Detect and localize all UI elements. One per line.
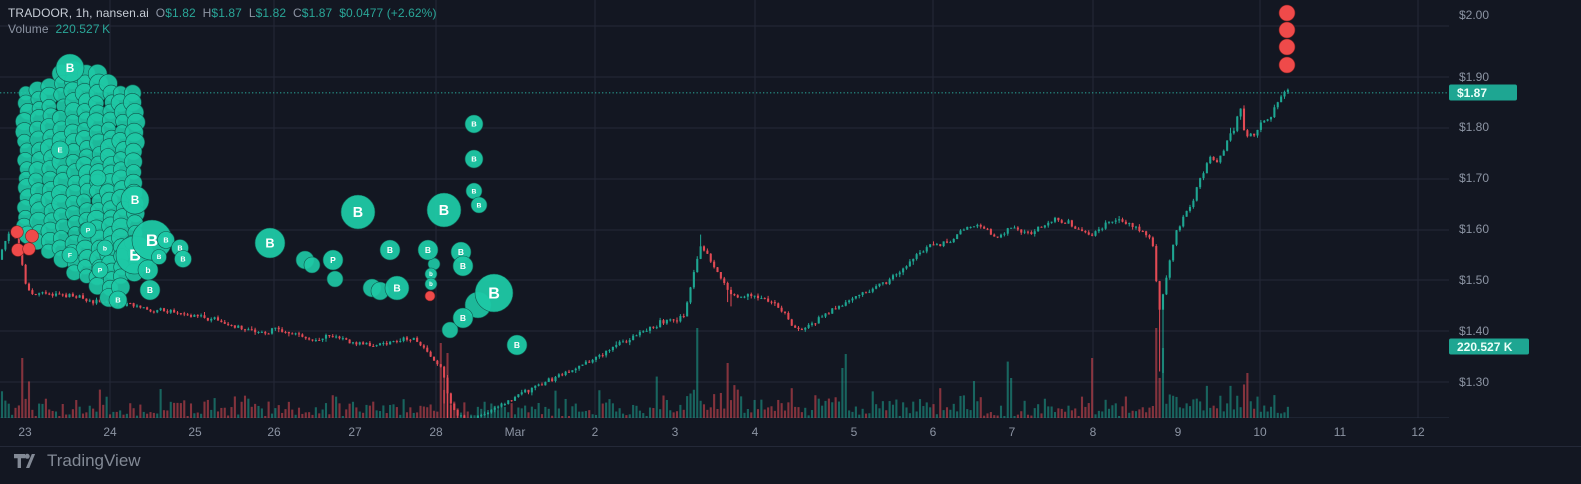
svg-text:220.527 K: 220.527 K: [1457, 340, 1513, 354]
svg-text:B: B: [180, 255, 185, 264]
svg-text:b: b: [429, 272, 433, 278]
svg-text:B: B: [460, 313, 466, 323]
svg-text:E: E: [57, 146, 62, 155]
svg-text:P: P: [330, 255, 336, 265]
svg-text:B: B: [471, 120, 477, 129]
svg-text:8: 8: [1090, 425, 1097, 439]
svg-text:B: B: [471, 155, 477, 164]
svg-text:10: 10: [1253, 425, 1267, 439]
svg-text:B: B: [163, 236, 168, 245]
svg-text:B: B: [157, 254, 162, 261]
svg-text:B: B: [514, 340, 520, 350]
svg-text:28: 28: [429, 425, 443, 439]
svg-text:$1.60: $1.60: [1459, 222, 1489, 236]
svg-text:$1.70: $1.70: [1459, 171, 1489, 185]
svg-text:27: 27: [348, 425, 362, 439]
svg-text:B: B: [146, 231, 158, 250]
svg-text:B: B: [387, 245, 393, 255]
svg-text:$1.40: $1.40: [1459, 324, 1489, 338]
svg-text:11: 11: [1334, 425, 1347, 439]
svg-text:B: B: [439, 203, 449, 219]
svg-text:P: P: [86, 227, 91, 234]
svg-text:B: B: [425, 245, 431, 255]
svg-text:$1.90: $1.90: [1459, 70, 1489, 84]
svg-text:B: B: [265, 235, 274, 250]
svg-text:B: B: [66, 61, 75, 75]
svg-text:B: B: [115, 296, 121, 305]
svg-text:b: b: [103, 245, 107, 252]
svg-text:3: 3: [672, 425, 679, 439]
svg-text:B: B: [458, 247, 464, 257]
svg-text:23: 23: [18, 425, 32, 439]
svg-text:B: B: [353, 205, 363, 221]
svg-text:$1.50: $1.50: [1459, 273, 1489, 287]
svg-text:b: b: [429, 282, 433, 288]
svg-text:B: B: [393, 284, 400, 295]
svg-text:B: B: [477, 202, 482, 209]
svg-text:$1.80: $1.80: [1459, 120, 1489, 134]
svg-text:7: 7: [1009, 425, 1016, 439]
svg-text:4: 4: [752, 425, 759, 439]
svg-text:$2.00: $2.00: [1459, 8, 1489, 22]
svg-text:Mar: Mar: [505, 425, 526, 439]
svg-text:5: 5: [851, 425, 858, 439]
svg-text:26: 26: [267, 425, 281, 439]
svg-text:$1.30: $1.30: [1459, 375, 1489, 389]
svg-text:B: B: [460, 261, 466, 271]
svg-text:B: B: [131, 193, 140, 207]
svg-text:$1.87: $1.87: [1457, 86, 1487, 100]
svg-text:2: 2: [592, 425, 599, 439]
svg-text:12: 12: [1411, 425, 1425, 439]
svg-text:b: b: [145, 265, 150, 275]
svg-text:9: 9: [1175, 425, 1182, 439]
svg-text:B: B: [488, 285, 500, 303]
svg-text:B: B: [147, 285, 153, 295]
svg-text:6: 6: [930, 425, 937, 439]
svg-text:B: B: [472, 188, 477, 195]
svg-text:24: 24: [103, 425, 117, 439]
svg-text:25: 25: [188, 425, 202, 439]
svg-text:P: P: [98, 267, 103, 274]
svg-text:F: F: [68, 252, 72, 259]
